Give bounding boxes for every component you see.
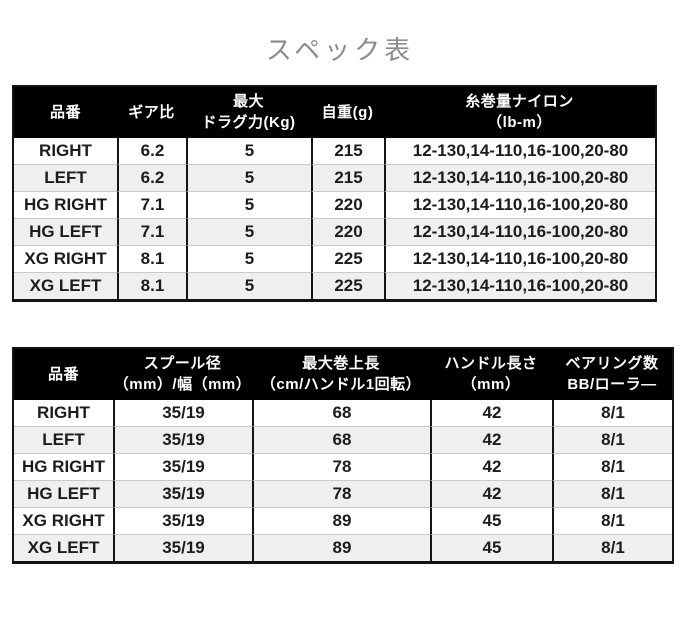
value-cell: 7.1 [117, 191, 186, 218]
row-label-cell: XG LEFT [14, 534, 113, 561]
header-row: 品番 ギア比 最大 ドラグ力(Kg) 自重(g) 糸巻量ナイロン （lb-m） [14, 87, 655, 138]
value-cell: 45 [430, 507, 552, 534]
spec-table-lower: 品番 スプール径 （mm）/幅（mm） 最大巻上長 （cm/ハンドル1回転） ハンドル長さ… [12, 347, 674, 564]
value-cell: 42 [430, 426, 552, 453]
row-label-cell: HG RIGHT [14, 191, 117, 218]
value-cell: 6.2 [117, 164, 186, 191]
row-label-cell: LEFT [14, 164, 117, 191]
value-cell: 215 [311, 164, 384, 191]
value-cell: 12-130,14-110,16-100,20-80 [384, 245, 655, 272]
value-cell: 8/1 [552, 507, 672, 534]
spec-table-upper: 品番 ギア比 最大 ドラグ力(Kg) 自重(g) 糸巻量ナイロン （lb-m） RIGHT 6.… [12, 85, 657, 302]
row-label-cell: XG RIGHT [14, 507, 113, 534]
value-cell: 35/19 [113, 534, 252, 561]
row-label-cell: LEFT [14, 426, 113, 453]
table-row: HG LEFT 7.1 5 220 12-130,14-110,16-100,20-80 [14, 218, 655, 245]
table-row: HG RIGHT 7.1 5 220 12-130,14-110,16-100,20-8… [14, 191, 655, 218]
row-label-cell: HG RIGHT [14, 453, 113, 480]
spec-table-gear: 品番 ギア比 最大 ドラグ力(Kg) 自重(g) 糸巻量ナイロン （lb-m） RIGHT 6.… [12, 85, 657, 302]
table-row: HG RIGHT 35/19 78 42 8/1 [14, 453, 672, 480]
value-cell: 35/19 [113, 426, 252, 453]
value-cell: 8/1 [552, 400, 672, 426]
column-header: スプール径 （mm）/幅（mm） [113, 349, 252, 400]
row-label-cell: XG RIGHT [14, 245, 117, 272]
column-header: 最大巻上長 （cm/ハンドル1回転） [252, 349, 430, 400]
value-cell: 12-130,14-110,16-100,20-80 [384, 191, 655, 218]
value-cell: 78 [252, 480, 430, 507]
value-cell: 5 [186, 164, 311, 191]
row-label-cell: HG LEFT [14, 218, 117, 245]
header-row: 品番 スプール径 （mm）/幅（mm） 最大巻上長 （cm/ハンドル1回転） ハンドル長さ… [14, 349, 672, 400]
value-cell: 8/1 [552, 534, 672, 561]
value-cell: 89 [252, 507, 430, 534]
value-cell: 12-130,14-110,16-100,20-80 [384, 164, 655, 191]
value-cell: 215 [311, 138, 384, 164]
value-cell: 5 [186, 138, 311, 164]
column-header: ハンドル長さ （mm） [430, 349, 552, 400]
row-label-cell: HG LEFT [14, 480, 113, 507]
row-label-cell: XG LEFT [14, 272, 117, 299]
column-header: 品番 [14, 87, 117, 138]
column-header: 糸巻量ナイロン （lb-m） [384, 87, 655, 138]
value-cell: 220 [311, 218, 384, 245]
value-cell: 5 [186, 245, 311, 272]
row-label-cell: RIGHT [14, 400, 113, 426]
value-cell: 5 [186, 191, 311, 218]
value-cell: 35/19 [113, 480, 252, 507]
value-cell: 5 [186, 272, 311, 299]
value-cell: 6.2 [117, 138, 186, 164]
value-cell: 8/1 [552, 453, 672, 480]
page-title: スペック表 [265, 36, 415, 66]
table-row: XG RIGHT 35/19 89 45 8/1 [14, 507, 672, 534]
value-cell: 225 [311, 245, 384, 272]
value-cell: 35/19 [113, 507, 252, 534]
value-cell: 68 [252, 426, 430, 453]
column-header: 最大 ドラグ力(Kg) [186, 87, 311, 138]
value-cell: 35/19 [113, 453, 252, 480]
value-cell: 5 [186, 218, 311, 245]
value-cell: 8/1 [552, 480, 672, 507]
value-cell: 89 [252, 534, 430, 561]
value-cell: 78 [252, 453, 430, 480]
table-row: LEFT 35/19 68 42 8/1 [14, 426, 672, 453]
value-cell: 7.1 [117, 218, 186, 245]
table-row: RIGHT 6.2 5 215 12-130,14-110,16-100,20-80 [14, 138, 655, 164]
row-label-cell: RIGHT [14, 138, 117, 164]
table-row: LEFT 6.2 5 215 12-130,14-110,16-100,20-80 [14, 164, 655, 191]
value-cell: 12-130,14-110,16-100,20-80 [384, 218, 655, 245]
table-row: HG LEFT 35/19 78 42 8/1 [14, 480, 672, 507]
value-cell: 42 [430, 480, 552, 507]
value-cell: 8/1 [552, 426, 672, 453]
table-row: XG LEFT 8.1 5 225 12-130,14-110,16-100,20-80 [14, 272, 655, 299]
value-cell: 12-130,14-110,16-100,20-80 [384, 138, 655, 164]
value-cell: 12-130,14-110,16-100,20-80 [384, 272, 655, 299]
value-cell: 45 [430, 534, 552, 561]
value-cell: 35/19 [113, 400, 252, 426]
value-cell: 68 [252, 400, 430, 426]
table-row: RIGHT 35/19 68 42 8/1 [14, 400, 672, 426]
value-cell: 8.1 [117, 272, 186, 299]
value-cell: 8.1 [117, 245, 186, 272]
column-header: ベアリング数 BB/ローラ― [552, 349, 672, 400]
table-row: XG RIGHT 8.1 5 225 12-130,14-110,16-100,20-8… [14, 245, 655, 272]
column-header: ギア比 [117, 87, 186, 138]
value-cell: 42 [430, 400, 552, 426]
spec-table-spool: 品番 スプール径 （mm）/幅（mm） 最大巻上長 （cm/ハンドル1回転） ハンドル長さ… [12, 347, 674, 564]
value-cell: 42 [430, 453, 552, 480]
column-header: 自重(g) [311, 87, 384, 138]
table-row: XG LEFT 35/19 89 45 8/1 [14, 534, 672, 561]
value-cell: 225 [311, 272, 384, 299]
column-header: 品番 [14, 349, 113, 400]
value-cell: 220 [311, 191, 384, 218]
